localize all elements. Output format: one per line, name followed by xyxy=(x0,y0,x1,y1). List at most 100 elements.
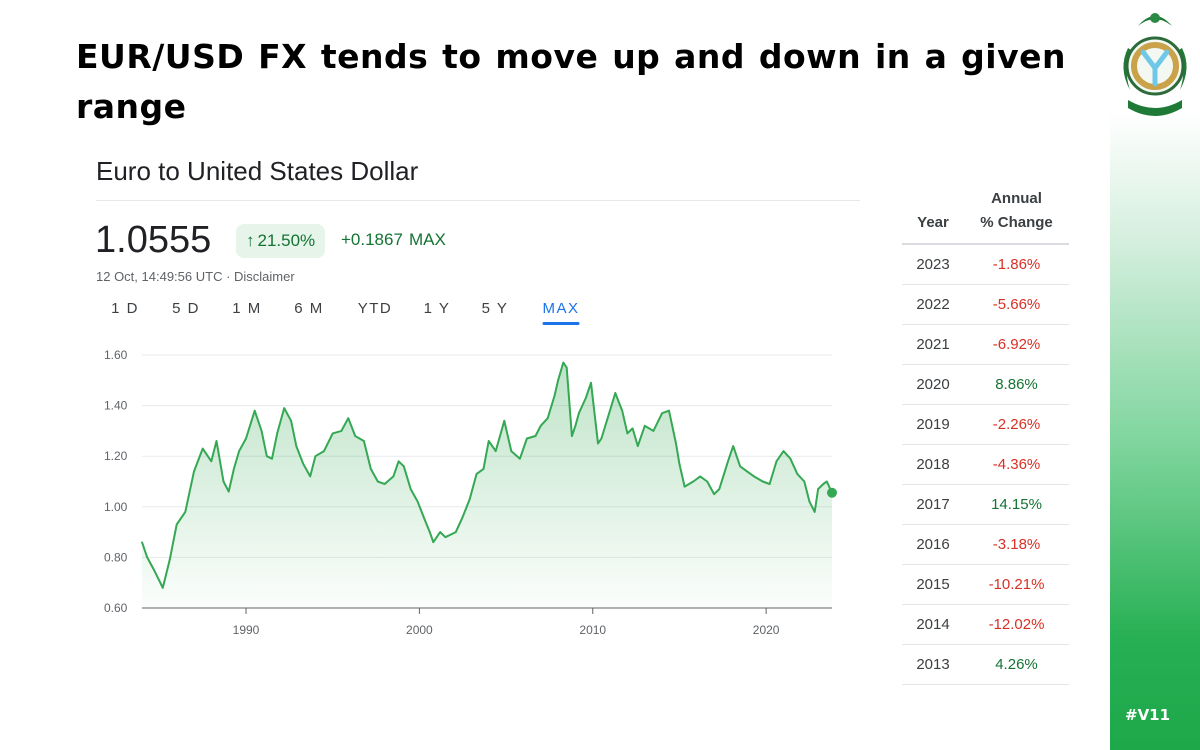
y-tick-label: 1.40 xyxy=(104,399,128,413)
data-point xyxy=(607,414,610,417)
data-point xyxy=(376,480,379,483)
tab-max[interactable]: MAX xyxy=(542,300,580,325)
data-point xyxy=(175,523,178,526)
data-point xyxy=(283,407,285,409)
data-point xyxy=(168,559,171,561)
data-point xyxy=(713,493,715,495)
tab-5d[interactable]: 5 D xyxy=(172,300,200,317)
data-point xyxy=(578,412,580,414)
change-cell: -6.92% xyxy=(964,324,1069,365)
data-point xyxy=(718,488,721,490)
y-tick-label: 0.80 xyxy=(104,550,128,564)
data-point xyxy=(519,457,521,460)
change-header-line2: % Change xyxy=(980,214,1053,231)
year-cell: 2022 xyxy=(902,284,964,325)
data-point xyxy=(340,430,343,432)
data-point xyxy=(534,435,537,437)
table-row: 2018 -4.36% xyxy=(902,444,1069,485)
data-point xyxy=(692,480,695,483)
year-cell: 2021 xyxy=(902,324,964,365)
x-tick-label: 2000 xyxy=(406,623,433,637)
data-point xyxy=(822,483,825,485)
data-point xyxy=(699,475,702,478)
data-point xyxy=(621,409,624,412)
absolute-change-value: +0.1867 xyxy=(341,230,403,249)
change-cell: -3.18% xyxy=(964,524,1069,565)
data-point xyxy=(753,475,755,478)
table-row: 2019 -2.26% xyxy=(902,404,1069,445)
data-point xyxy=(370,468,372,470)
data-point xyxy=(585,397,587,399)
data-point xyxy=(314,455,317,457)
data-point xyxy=(775,460,778,463)
tab-1y[interactable]: 1 Y xyxy=(423,300,451,317)
percent-change-value: 21.50% xyxy=(257,231,316,250)
data-point xyxy=(590,382,592,384)
data-point xyxy=(562,361,565,364)
data-point xyxy=(475,473,478,475)
data-point xyxy=(631,427,634,430)
data-point xyxy=(423,518,426,521)
data-point xyxy=(761,480,764,483)
year-cell: 2014 xyxy=(902,604,964,645)
data-point xyxy=(309,475,311,478)
data-point xyxy=(574,425,577,427)
arrow-up-icon: ↑ xyxy=(246,231,255,250)
data-point xyxy=(461,516,464,518)
data-point xyxy=(201,447,204,450)
data-point xyxy=(162,586,164,589)
data-point xyxy=(668,409,670,412)
tab-ytd[interactable]: YTD xyxy=(357,300,393,317)
tab-1m[interactable]: 1 M xyxy=(232,300,262,317)
change-cell: 8.86% xyxy=(964,364,1069,405)
data-point xyxy=(803,480,806,483)
y-tick-label: 1.60 xyxy=(104,348,128,362)
data-point xyxy=(652,430,655,432)
data-point xyxy=(494,450,497,452)
table-row: 2015 -10.21% xyxy=(902,564,1069,605)
data-point xyxy=(539,425,542,427)
change-cell: -5.66% xyxy=(964,284,1069,325)
data-point xyxy=(295,445,298,447)
cbn-logo-icon xyxy=(1123,13,1187,116)
data-point xyxy=(363,440,365,442)
table-header-row: Year Annual % Change xyxy=(902,183,1069,245)
table-row: 2016 -3.18% xyxy=(902,524,1069,565)
data-point xyxy=(428,531,431,533)
data-point xyxy=(215,440,218,442)
data-point xyxy=(354,435,357,437)
year-cell: 2019 xyxy=(902,404,964,445)
table-row: 2014 -12.02% xyxy=(902,604,1069,645)
table-row: 2017 14.15% xyxy=(902,484,1069,525)
year-cell: 2020 xyxy=(902,364,964,405)
eur-usd-chart: 0.60 0.80 1.00 1.20 1.40 1.60 1990 2000 2010 2020 xyxy=(104,348,837,637)
year-column-header: Year xyxy=(902,183,964,245)
tab-1d[interactable]: 1 D xyxy=(111,300,139,317)
data-point xyxy=(432,541,435,544)
data-point xyxy=(796,473,799,475)
data-point xyxy=(808,500,811,503)
data-point xyxy=(626,432,629,435)
data-point xyxy=(675,442,677,445)
data-point xyxy=(789,457,792,460)
year-cell: 2015 xyxy=(902,564,964,605)
data-point xyxy=(210,460,213,463)
data-point xyxy=(732,445,734,447)
quote-timestamp: 12 Oct, 14:49:56 UTC · Disclaimer xyxy=(96,269,295,284)
data-point xyxy=(557,379,559,382)
data-point xyxy=(553,394,556,397)
year-cell: 2018 xyxy=(902,444,964,485)
data-point xyxy=(768,483,771,485)
data-point xyxy=(487,440,490,442)
latest-point-marker xyxy=(827,487,837,498)
data-point xyxy=(227,490,230,493)
change-cell: -4.36% xyxy=(964,444,1069,485)
change-cell: -12.02% xyxy=(964,604,1069,645)
series-area xyxy=(142,362,832,608)
tab-6m[interactable]: 6 M xyxy=(294,300,324,317)
side-gradient-band xyxy=(1110,0,1200,750)
change-column-header: Annual % Change xyxy=(964,183,1069,245)
data-point xyxy=(600,437,603,440)
change-cell: -10.21% xyxy=(964,564,1069,605)
tab-5y[interactable]: 5 Y xyxy=(481,300,509,317)
